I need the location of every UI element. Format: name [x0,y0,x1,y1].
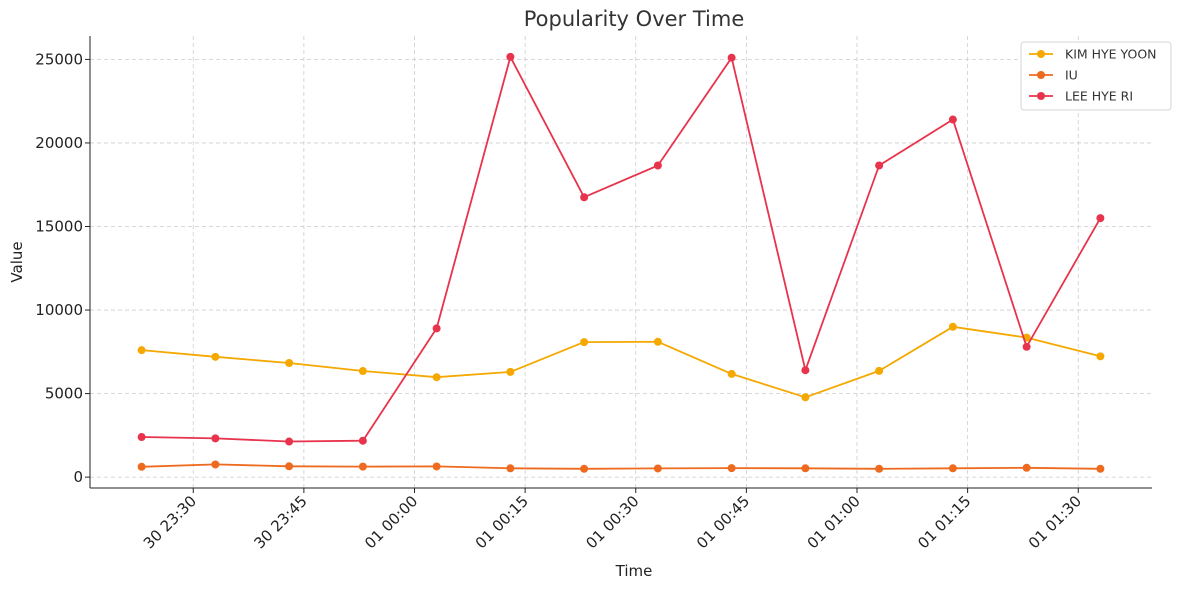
legend-item-lee-hye-ri[interactable]: LEE HYE RI [1029,89,1133,104]
data-point-iu [358,462,367,471]
data-point-iu [432,462,441,471]
data-point-lee-hye-ri [875,161,884,170]
data-point-kim-hye-yoon [580,338,589,347]
x-tick-label: 30 23:30 [140,492,200,552]
data-point-iu [653,464,662,473]
y-tick-label: 0 [73,468,83,486]
data-point-iu [285,462,294,471]
data-point-lee-hye-ri [727,53,736,62]
x-tick-label: 01 00:00 [361,492,421,552]
x-tick-label: 01 01:00 [804,492,864,552]
data-point-lee-hye-ri [137,433,146,442]
series-line-lee-hye-ri [141,56,1102,443]
legend-swatch-marker [1037,50,1045,58]
data-point-kim-hye-yoon [358,367,367,376]
data-point-kim-hye-yoon [653,337,662,346]
data-point-lee-hye-ri [285,437,294,446]
chart-title: Popularity Over Time [524,7,745,31]
legend-label: KIM HYE YOON [1065,47,1157,62]
series-lines [137,52,1105,473]
series-lee-hye-ri [137,52,1105,446]
x-tick-label: 01 00:45 [693,492,753,552]
data-point-kim-hye-yoon [137,346,146,355]
data-point-iu [1096,464,1105,473]
data-point-lee-hye-ri [801,366,810,375]
x-tick-label: 01 00:30 [582,492,642,552]
data-point-lee-hye-ri [580,193,589,202]
legend-box [1020,41,1172,111]
y-tick-label: 10000 [35,301,83,319]
data-point-iu [801,464,810,473]
data-point-iu [211,460,220,469]
grid [90,36,1152,488]
data-point-iu [727,464,736,473]
legend-item-kim-hye-yoon[interactable]: KIM HYE YOON [1029,47,1157,62]
legend-label: LEE HYE RI [1065,89,1133,104]
y-axis-label: Value [8,241,26,282]
data-point-kim-hye-yoon [211,352,220,361]
data-point-iu [875,464,884,473]
data-point-kim-hye-yoon [801,393,810,402]
data-point-kim-hye-yoon [432,373,441,382]
data-point-kim-hye-yoon [948,322,957,331]
data-point-lee-hye-ri [432,324,441,333]
y-tick-label: 15000 [35,217,83,235]
data-point-lee-hye-ri [358,436,367,445]
axes: 0 5000 10000 15000 20000 25000 30 23:30 30 23:4… [35,36,1152,552]
legend-item-iu[interactable]: IU [1029,68,1078,83]
data-point-lee-hye-ri [1022,342,1031,351]
legend[interactable]: KIM HYE YOON IU LEE HYE RI [1020,41,1172,111]
data-point-iu [506,464,515,473]
legend-swatch-marker [1037,92,1045,100]
y-tick-label: 25000 [35,50,83,68]
data-point-lee-hye-ri [211,434,220,443]
y-tick-label: 20000 [35,134,83,152]
data-point-kim-hye-yoon [727,369,736,378]
data-point-lee-hye-ri [948,115,957,124]
series-line-iu [141,463,1101,470]
legend-swatch-marker [1037,71,1045,79]
data-point-lee-hye-ri [1096,214,1105,223]
x-tick-label: 30 23:45 [251,492,311,552]
data-point-kim-hye-yoon [506,367,515,376]
x-tick-label: 01 01:30 [1025,492,1085,552]
legend-label: IU [1065,68,1078,83]
data-point-lee-hye-ri [653,161,662,170]
x-axis-label: Time [615,562,653,580]
data-point-lee-hye-ri [506,52,515,61]
data-point-iu [137,462,146,471]
series-iu [137,460,1105,473]
series-kim-hye-yoon [137,322,1105,402]
series-line-kim-hye-yoon [141,325,1101,399]
data-point-iu [948,464,957,473]
data-point-iu [580,464,589,473]
x-tick-label: 01 00:15 [472,492,532,552]
data-point-kim-hye-yoon [285,359,294,368]
data-point-kim-hye-yoon [1096,352,1105,361]
x-tick-label: 01 01:15 [914,492,974,552]
data-point-iu [1022,463,1031,472]
data-point-kim-hye-yoon [875,366,884,375]
y-tick-label: 5000 [45,385,83,403]
